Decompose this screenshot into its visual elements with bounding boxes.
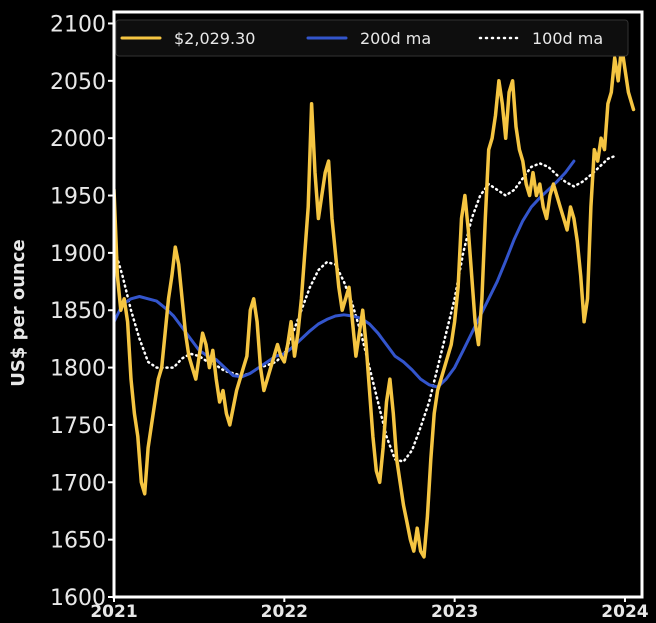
legend-label: $2,029.30 — [174, 29, 255, 48]
y-tick-label: 1600 — [50, 586, 106, 611]
legend-box — [115, 19, 629, 57]
legend-label: 100d ma — [532, 29, 603, 48]
y-tick-label: 1700 — [50, 471, 106, 496]
y-axis-ticks: 1600 1650 1700 1750 1800 1850 1900 1950 2000 2050… — [50, 12, 114, 611]
y-axis-label: US$ per ounce — [8, 239, 29, 386]
y-axis-label-group: US$ per ounce — [8, 239, 29, 386]
y-tick-label: 1850 — [50, 299, 106, 324]
y-tick-label: 1900 — [50, 242, 106, 267]
legend-label: 200d ma — [360, 29, 431, 48]
series-line-2-029-30 — [114, 44, 636, 559]
series-line-200d-ma — [114, 159, 576, 389]
y-tick-label: 1650 — [50, 529, 106, 554]
legend: $2,029.30 200d ma 100d ma — [115, 19, 629, 57]
x-tick-label: 2024 — [601, 602, 648, 622]
y-tick-label: 1800 — [50, 357, 106, 382]
x-tick-label: 2022 — [261, 602, 308, 622]
plot-frame — [112, 10, 644, 599]
y-tick-label: 1750 — [50, 414, 106, 439]
y-tick-label: 1950 — [50, 185, 106, 210]
y-tick-label: 2000 — [50, 127, 106, 152]
series-layer — [114, 44, 636, 559]
y-tick-label: 2100 — [50, 12, 106, 37]
x-axis-ticks: 2021 2022 2023 2024 — [90, 597, 649, 622]
x-tick-label: 2021 — [90, 602, 137, 622]
y-tick-label: 2050 — [50, 70, 106, 95]
x-tick-label: 2023 — [431, 602, 478, 622]
